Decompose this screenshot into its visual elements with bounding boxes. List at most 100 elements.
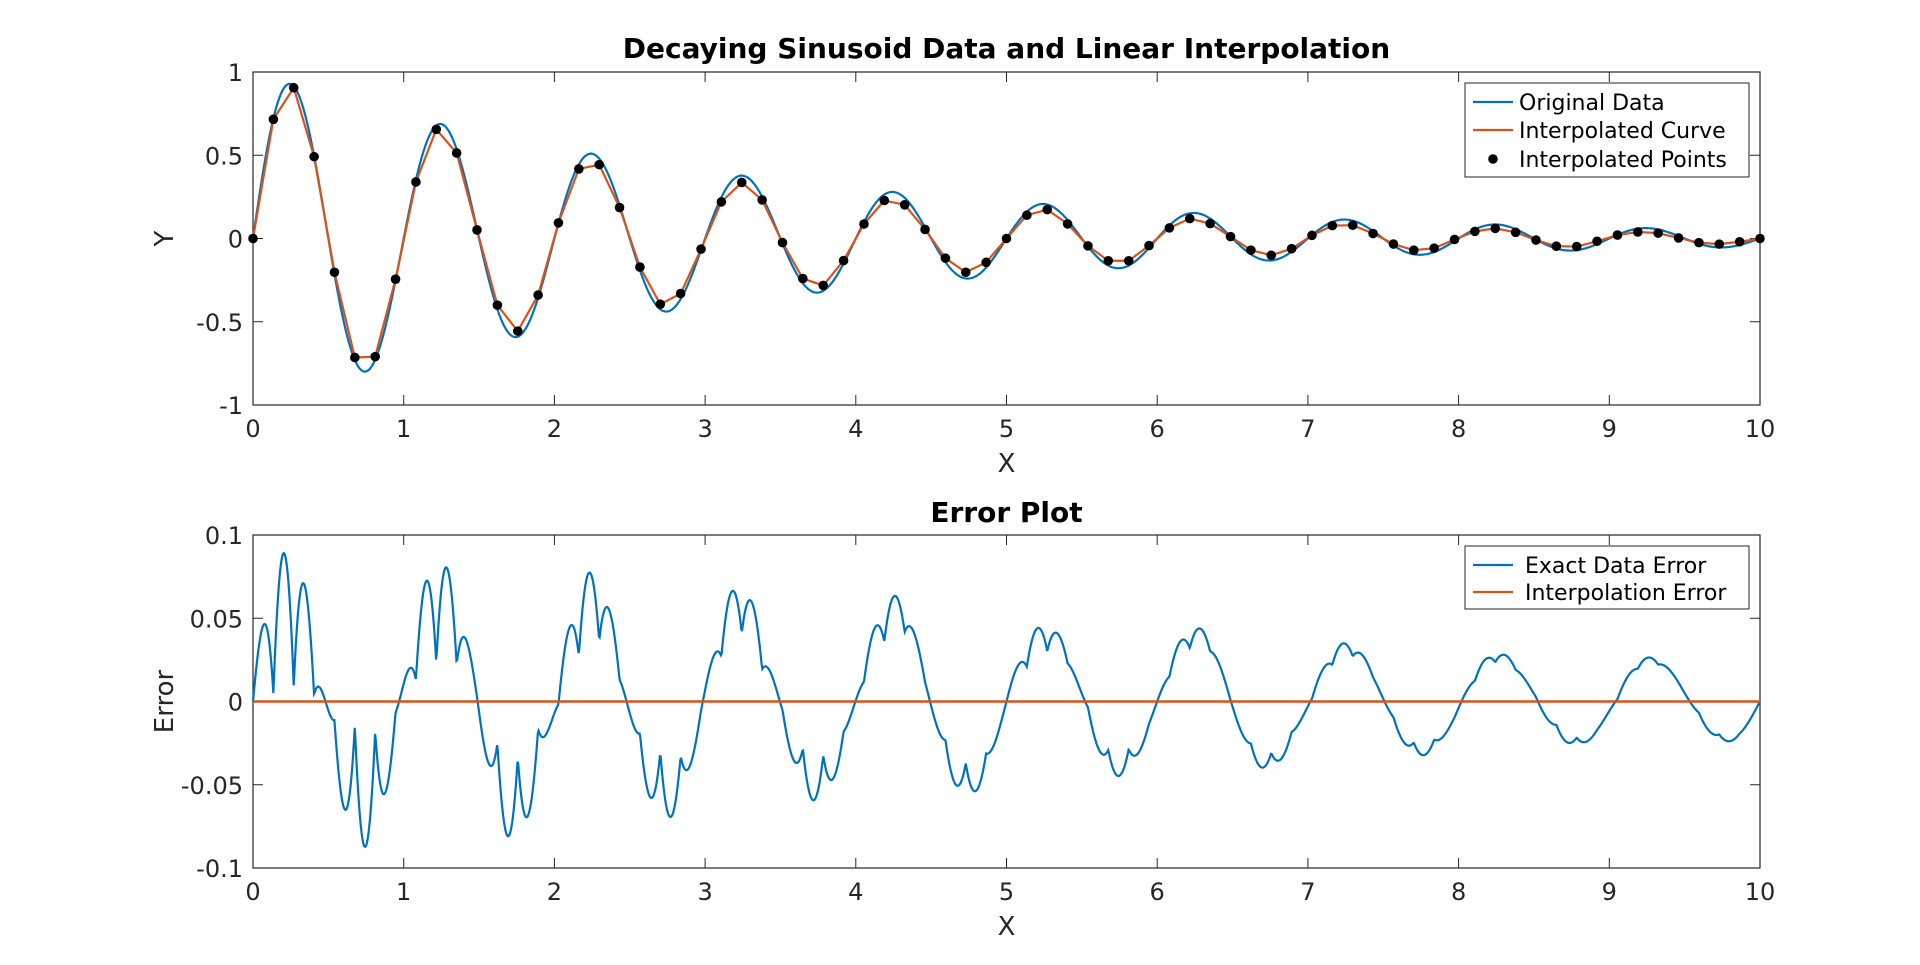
y-tick-label: 0 bbox=[228, 226, 243, 254]
interpolated-point-marker bbox=[1592, 236, 1602, 247]
interpolated-point-marker bbox=[1062, 219, 1073, 229]
x-tick-label: 4 bbox=[848, 878, 863, 906]
interpolated-point-marker bbox=[1531, 235, 1541, 245]
y-tick-label: 0 bbox=[228, 689, 243, 717]
interpolated-point-marker bbox=[838, 255, 849, 266]
interpolated-point-marker bbox=[411, 177, 421, 187]
interpolated-point-marker bbox=[1123, 255, 1134, 266]
interpolated-point-marker bbox=[1368, 228, 1378, 239]
y-axis-label: Error bbox=[150, 670, 180, 734]
legend-box bbox=[1464, 545, 1750, 610]
interpolated-point-marker bbox=[920, 224, 930, 235]
interpolated-point-marker bbox=[635, 262, 645, 272]
interpolated-point-marker bbox=[1022, 210, 1032, 221]
interpolated-point-marker bbox=[1571, 241, 1582, 252]
interpolated-point-marker bbox=[1510, 227, 1521, 238]
x-tick-label: 1 bbox=[396, 415, 411, 443]
interpolated-point-marker bbox=[309, 151, 319, 162]
interpolated-point-marker bbox=[553, 218, 564, 228]
x-tick-label: 1 bbox=[396, 878, 411, 906]
interpolated-point-marker bbox=[1083, 241, 1093, 251]
y-tick-label: 0.5 bbox=[205, 142, 243, 170]
x-tick-label: 10 bbox=[1745, 415, 1776, 443]
x-tick-label: 10 bbox=[1745, 878, 1776, 906]
interpolated-point-marker bbox=[472, 225, 482, 235]
legend-label: Interpolated Points bbox=[1519, 148, 1727, 173]
x-tick-label: 3 bbox=[697, 878, 712, 906]
interpolated-point-marker bbox=[1633, 227, 1643, 237]
interpolated-point-marker bbox=[1042, 204, 1053, 215]
legend-label: Interpolated Curve bbox=[1519, 119, 1726, 144]
interpolated-point-marker bbox=[1327, 220, 1338, 231]
legend-box bbox=[1464, 82, 1750, 178]
x-tick-label: 9 bbox=[1602, 878, 1617, 906]
interpolated-point-marker bbox=[1734, 236, 1745, 247]
interpolated-point-marker bbox=[757, 195, 767, 205]
interpolated-point-marker bbox=[1388, 239, 1399, 249]
x-tick-label: 4 bbox=[848, 415, 863, 443]
interpolated-point-marker bbox=[1694, 237, 1704, 248]
y-tick-label: -0.5 bbox=[196, 309, 243, 337]
x-tick-label: 7 bbox=[1300, 415, 1315, 443]
interpolated-point-marker bbox=[1144, 240, 1154, 251]
interpolated-point-marker bbox=[879, 195, 890, 206]
x-tick-label: 3 bbox=[697, 415, 712, 443]
interpolated-point-marker bbox=[1225, 231, 1236, 242]
interpolated-point-marker bbox=[940, 253, 951, 263]
interpolated-point-marker bbox=[818, 280, 829, 291]
interpolated-point-marker bbox=[594, 159, 605, 170]
legend-label: Interpolation Error bbox=[1525, 581, 1727, 606]
y-axis-label: Y bbox=[150, 230, 180, 247]
legend-swatch-interpolated-points bbox=[1488, 154, 1498, 164]
x-tick-label: 8 bbox=[1451, 878, 1466, 906]
interpolated-point-marker bbox=[1408, 245, 1419, 255]
interpolated-point-marker bbox=[859, 219, 869, 229]
interpolated-point-marker bbox=[370, 351, 380, 362]
x-tick-label: 9 bbox=[1602, 415, 1617, 443]
x-tick-label: 0 bbox=[245, 878, 260, 906]
interpolated-point-marker bbox=[960, 267, 971, 278]
interpolated-point-marker bbox=[1286, 243, 1297, 254]
interpolated-point-marker bbox=[288, 82, 299, 93]
y-tick-label: 1 bbox=[228, 59, 243, 87]
interpolated-point-marker bbox=[798, 273, 808, 284]
interpolated-point-marker bbox=[675, 288, 686, 299]
x-tick-label: 6 bbox=[1150, 878, 1165, 906]
interpolated-point-marker bbox=[492, 300, 503, 310]
interpolated-point-marker bbox=[1714, 239, 1725, 249]
interpolated-point-marker bbox=[1001, 233, 1012, 244]
interpolated-point-marker bbox=[1449, 234, 1460, 245]
interpolated-point-marker bbox=[268, 114, 279, 125]
x-tick-label: 0 bbox=[245, 415, 260, 443]
y-tick-label: 0.1 bbox=[205, 522, 243, 550]
x-axis-label: X bbox=[998, 912, 1016, 942]
x-tick-label: 2 bbox=[547, 415, 562, 443]
interpolated-point-marker bbox=[1184, 213, 1195, 224]
y-tick-label: 0.05 bbox=[190, 605, 243, 633]
interpolated-point-marker bbox=[1551, 241, 1562, 251]
interpolated-point-marker bbox=[1246, 245, 1256, 255]
y-tick-label: -0.1 bbox=[196, 855, 243, 883]
legend-label: Exact Data Error bbox=[1525, 554, 1707, 579]
y-tick-label: -1 bbox=[219, 392, 243, 420]
interpolated-point-marker bbox=[574, 164, 584, 174]
interpolated-point-marker bbox=[1307, 230, 1317, 241]
interpolated-point-marker bbox=[533, 290, 543, 300]
interpolated-point-marker bbox=[899, 200, 910, 210]
interpolated-point-marker bbox=[1470, 226, 1480, 237]
interpolated-point-marker bbox=[1205, 218, 1215, 229]
interpolated-point-marker bbox=[1653, 228, 1663, 238]
interpolated-point-marker bbox=[655, 299, 666, 310]
interpolated-point-marker bbox=[431, 124, 442, 135]
x-tick-label: 5 bbox=[999, 415, 1014, 443]
legend-label: Original Data bbox=[1519, 91, 1665, 116]
chart-title: Decaying Sinusoid Data and Linear Interp… bbox=[623, 32, 1390, 65]
interpolated-point-marker bbox=[614, 202, 625, 213]
interpolated-point-marker bbox=[736, 177, 747, 188]
interpolated-point-marker bbox=[451, 148, 462, 158]
x-tick-label: 8 bbox=[1451, 415, 1466, 443]
y-tick-label: -0.05 bbox=[181, 772, 243, 800]
interpolated-point-marker bbox=[696, 244, 706, 254]
interpolated-point-marker bbox=[1266, 250, 1277, 261]
